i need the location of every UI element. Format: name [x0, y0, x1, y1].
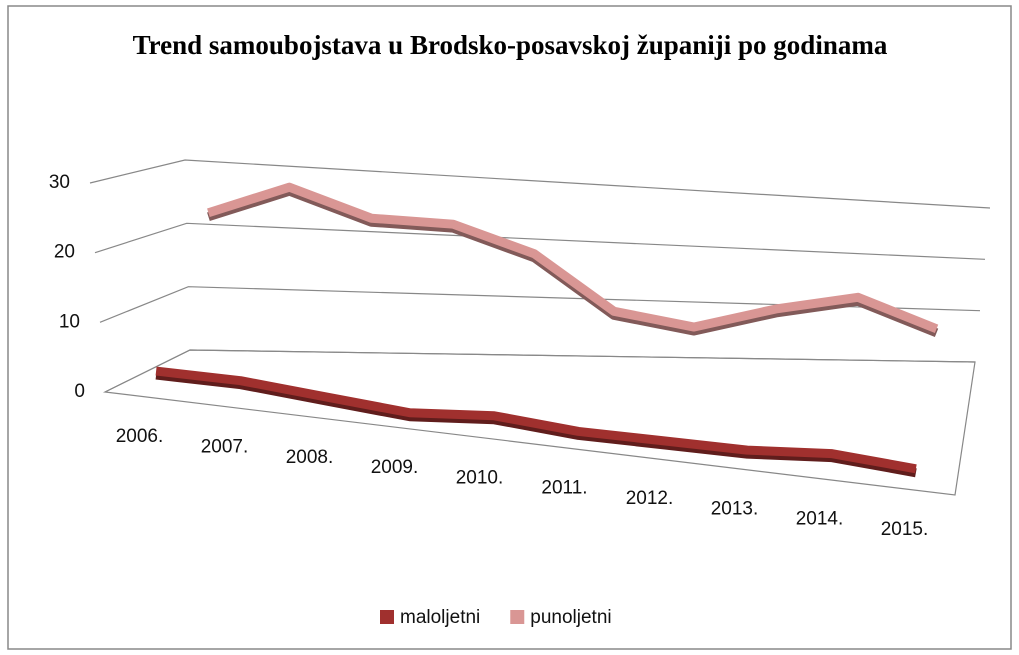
x-tick-label: 2014. — [796, 509, 844, 530]
x-tick-label: 2011. — [541, 478, 587, 499]
x-tick-label: 2006. — [116, 426, 164, 447]
grid-line — [104, 349, 976, 393]
y-tick-label: 0 — [74, 381, 85, 402]
grid-line — [94, 222, 986, 260]
x-tick-label: 2008. — [286, 447, 334, 468]
chart-frame — [7, 5, 1012, 650]
y-tick-label: 30 — [49, 172, 70, 193]
chart-title: Trend samoubojstava u Brodsko-posavskoj … — [132, 30, 888, 60]
x-tick-label: 2007. — [201, 436, 249, 457]
x-tick-label: 2015. — [881, 519, 929, 540]
y-tick-label: 20 — [54, 242, 75, 263]
grid-line — [99, 286, 981, 323]
legend-label: punoljetni — [530, 607, 611, 628]
series-line — [207, 182, 939, 333]
grid-line — [89, 159, 991, 209]
legend-swatch — [380, 610, 394, 624]
legend-label: maloljetni — [400, 607, 480, 628]
y-tick-label: 10 — [59, 311, 80, 332]
x-tick-label: 2012. — [626, 488, 674, 509]
x-tick-label: 2009. — [371, 457, 419, 478]
x-tick-label: 2010. — [456, 467, 504, 488]
x-tick-label: 2013. — [711, 498, 759, 519]
legend-swatch — [510, 610, 525, 624]
series-line — [155, 366, 917, 474]
